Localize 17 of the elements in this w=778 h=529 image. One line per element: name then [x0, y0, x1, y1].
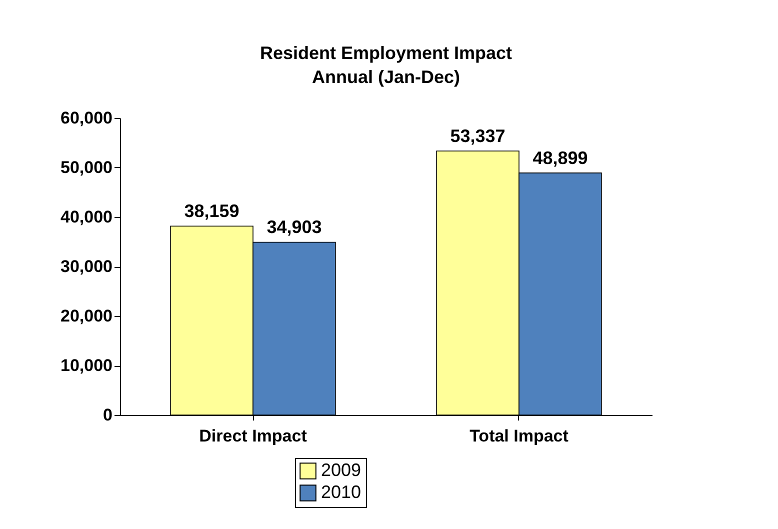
- x-tick-label: Direct Impact: [199, 426, 308, 446]
- y-tick-label: 40,000: [60, 208, 112, 226]
- chart-title: Resident Employment Impact: [260, 43, 512, 63]
- x-tick-label: Total Impact: [470, 426, 569, 446]
- data-label: 38,159: [184, 201, 240, 222]
- y-tick-label: 60,000: [60, 108, 112, 128]
- data-label: 53,337: [450, 126, 506, 146]
- y-tick-label: 10,000: [60, 356, 112, 375]
- legend-label: 2009: [321, 460, 362, 480]
- data-label: 34,903: [266, 217, 322, 238]
- data-label: 48,899: [532, 148, 588, 168]
- chart-subtitle: Annual (Jan-Dec): [312, 67, 460, 87]
- y-tick-label: 20,000: [60, 306, 112, 326]
- legend-label: 2010: [321, 482, 362, 502]
- y-tick-label: 30,000: [60, 257, 112, 276]
- y-tick-label: 50,000: [60, 158, 112, 177]
- y-tick-label: 0: [103, 406, 112, 424]
